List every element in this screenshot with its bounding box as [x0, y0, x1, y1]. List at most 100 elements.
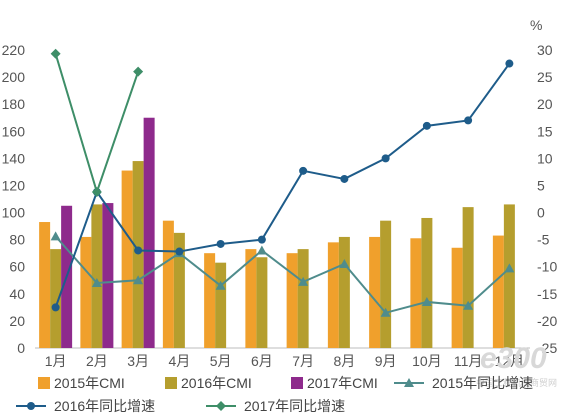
bar [297, 249, 309, 348]
line-point [256, 245, 267, 255]
x-tick-label: 7月 [292, 353, 314, 369]
line-point [175, 247, 184, 256]
bar [327, 242, 339, 348]
line-point [340, 174, 349, 183]
right-tick-label: 25 [537, 69, 553, 85]
right-tick-label: -5 [537, 232, 550, 248]
x-tick-label: 10月 [412, 353, 442, 369]
line-series [50, 48, 515, 317]
left-tick-label: 160 [2, 123, 26, 139]
x-tick-label: 2月 [86, 353, 108, 369]
bar [143, 117, 155, 349]
right-tick-label: -15 [537, 286, 557, 302]
left-tick-label: 60 [9, 259, 25, 275]
bar [91, 204, 103, 348]
line-point [133, 275, 144, 285]
left-tick-label: 120 [2, 177, 26, 193]
line-point [91, 186, 102, 197]
x-tick-label: 1月 [45, 353, 67, 369]
legend-swatch [165, 377, 177, 389]
line-point [504, 263, 515, 273]
line-point [463, 300, 474, 310]
left-axis: 0 20 40 60 80 100 120 140 160 180 200 220 [2, 42, 26, 356]
bar-series [39, 117, 515, 349]
legend-label: 2015年同比增速 [432, 375, 533, 391]
line-point [51, 303, 60, 312]
left-tick-label: 180 [2, 96, 26, 112]
line-point [298, 276, 309, 286]
bar [204, 253, 216, 348]
legend: 2015年CMI 2016年CMI 2017年CMI 2015年同比增速 2016年同比… [16, 375, 533, 414]
line-point [380, 307, 391, 317]
left-tick-label: 200 [2, 69, 26, 85]
right-tick-label: -20 [537, 313, 557, 329]
x-tick-label: 3月 [127, 353, 149, 369]
line-point [134, 246, 143, 255]
series-line [54, 62, 511, 308]
bar [462, 207, 474, 348]
bar [215, 262, 227, 348]
line-point [422, 121, 431, 130]
line-point [421, 296, 432, 306]
x-tick-label: 11月 [454, 353, 483, 369]
bar [162, 220, 174, 348]
legend-label: 2015年CMI [54, 375, 125, 391]
bar [245, 249, 257, 348]
legend-label: 2017年CMI [307, 375, 378, 391]
bar [50, 249, 62, 348]
bar [410, 238, 422, 348]
bar [286, 253, 298, 348]
bar [492, 235, 504, 348]
left-tick-label: 220 [2, 42, 26, 58]
bar [380, 220, 392, 348]
line-point [216, 239, 225, 248]
line-point [133, 66, 144, 77]
legend-label: 2016年CMI [181, 375, 252, 391]
left-tick-label: 140 [2, 150, 26, 166]
bar [39, 222, 51, 348]
line-point [215, 280, 226, 290]
right-tick-label: -10 [537, 259, 557, 275]
right-tick-label: 5 [537, 177, 545, 193]
right-tick-label: 15 [537, 123, 553, 139]
left-tick-label: 0 [17, 340, 25, 356]
line-point [464, 116, 473, 125]
x-tick-label: 12月 [495, 353, 525, 369]
line-point [404, 378, 414, 387]
bar [256, 257, 268, 348]
bar [421, 217, 433, 348]
line-point [257, 235, 266, 244]
line-point [299, 166, 308, 175]
left-tick-label: 80 [9, 232, 25, 248]
x-tick-label: 8月 [333, 353, 355, 369]
bar [338, 236, 350, 348]
line-point [91, 277, 102, 287]
bar [102, 203, 114, 348]
line-point [505, 59, 514, 68]
legend-swatch [38, 377, 50, 389]
line-point [381, 154, 390, 163]
right-axis-unit: % [530, 17, 542, 33]
x-axis: 1月 2月 3月 4月 5月 6月 7月 8月 9月 10月 11月 12月 [45, 353, 524, 369]
bar [173, 232, 185, 348]
right-tick-label: 10 [537, 150, 553, 166]
x-tick-label: 5月 [210, 353, 232, 369]
left-tick-label: 20 [9, 313, 25, 329]
bar [132, 161, 144, 348]
right-tick-label: 0 [537, 205, 545, 221]
right-axis: -25 -20 -15 -10 -5 0 5 10 15 20 25 30 [537, 42, 557, 356]
watermark-main-text: e300 [480, 342, 547, 375]
bar [80, 236, 92, 348]
series-line [54, 235, 511, 314]
bar [121, 170, 133, 348]
line-point [50, 231, 61, 241]
right-tick-label: 20 [537, 96, 553, 112]
right-tick-label: -25 [537, 340, 557, 356]
line-point [50, 48, 61, 59]
bar [369, 236, 381, 348]
watermark-sub-text: 中国工程机械商贸网 [476, 377, 557, 389]
legend-swatch [291, 377, 303, 389]
watermark-logo: e300 中国工程机械商贸网 [476, 342, 557, 389]
left-tick-label: 100 [2, 205, 26, 221]
